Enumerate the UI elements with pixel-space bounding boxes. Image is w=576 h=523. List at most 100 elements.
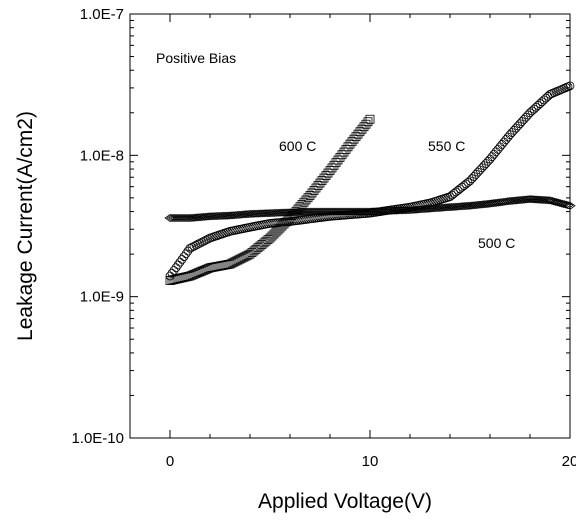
- marker-550c: [493, 144, 503, 154]
- marker-500c: [532, 195, 544, 204]
- marker-500c: [434, 203, 446, 212]
- marker-500c: [416, 205, 428, 214]
- marker-550c: [559, 84, 569, 93]
- marker-550c: [557, 84, 567, 94]
- y-tick-label: 1.0E-7: [80, 6, 124, 23]
- marker-500c: [198, 212, 210, 221]
- marker-500c: [426, 204, 438, 213]
- marker-500c: [470, 201, 482, 210]
- marker-500c: [408, 205, 420, 214]
- marker-500c: [240, 210, 252, 219]
- marker-550c: [181, 249, 191, 259]
- marker-550c: [563, 82, 573, 92]
- marker-550c: [489, 149, 499, 159]
- annotation-500c: 500 C: [478, 235, 515, 251]
- marker-500c: [528, 195, 540, 204]
- marker-550c: [561, 83, 571, 92]
- marker-500c: [192, 213, 204, 222]
- marker-550c: [173, 260, 183, 270]
- marker-500c: [420, 204, 432, 213]
- marker-500c: [564, 201, 576, 210]
- marker-500c: [442, 203, 454, 212]
- marker-500c: [424, 204, 436, 213]
- marker-550c: [201, 235, 211, 245]
- plot-frame: [129, 13, 571, 439]
- x-tick-label: 20: [562, 453, 576, 470]
- marker-500c: [216, 211, 228, 220]
- marker-500c: [412, 205, 424, 214]
- data-markers: [164, 81, 576, 285]
- marker-550c: [187, 242, 197, 252]
- marker-550c: [491, 147, 501, 157]
- marker-500c: [414, 205, 426, 214]
- marker-500c: [222, 211, 234, 220]
- marker-500c: [446, 203, 458, 211]
- y-tick-label: 1.0E-10: [71, 430, 124, 447]
- marker-500c: [554, 199, 566, 208]
- marker-500c: [238, 210, 250, 219]
- marker-500c: [228, 211, 240, 220]
- marker-500c: [558, 200, 570, 209]
- marker-550c: [555, 85, 565, 95]
- marker-500c: [552, 198, 564, 207]
- marker-550c: [545, 89, 555, 99]
- marker-500c: [186, 213, 198, 222]
- x-tick-label: 10: [362, 453, 379, 470]
- marker-550c: [499, 137, 509, 147]
- marker-500c: [180, 214, 192, 223]
- marker-550c: [565, 81, 575, 91]
- marker-550c: [501, 135, 511, 144]
- marker-500c: [452, 202, 464, 211]
- marker-500c: [534, 195, 546, 204]
- marker-500c: [404, 206, 416, 215]
- marker-500c: [224, 211, 236, 220]
- marker-500c: [226, 211, 238, 220]
- annotation-550c: 550 C: [428, 138, 465, 154]
- marker-500c: [436, 203, 448, 212]
- marker-500c: [514, 196, 526, 205]
- marker-500c: [460, 202, 472, 210]
- marker-500c: [456, 202, 468, 211]
- x-axis-title: Applied Voltage(V): [258, 490, 432, 513]
- marker-500c: [512, 196, 524, 205]
- marker-500c: [418, 205, 430, 214]
- marker-550c: [177, 254, 187, 264]
- marker-500c: [544, 196, 556, 205]
- marker-500c: [220, 211, 232, 220]
- marker-500c: [508, 196, 520, 205]
- marker-550c: [199, 236, 209, 246]
- axis-ticks: [130, 13, 571, 439]
- marker-500c: [182, 214, 194, 223]
- marker-550c: [195, 238, 205, 248]
- marker-500c: [516, 195, 528, 204]
- marker-500c: [510, 196, 522, 205]
- marker-500c: [556, 199, 568, 208]
- marker-500c: [428, 204, 440, 213]
- marker-500c: [506, 196, 518, 205]
- marker-500c: [536, 195, 548, 204]
- marker-500c: [406, 205, 418, 214]
- marker-500c: [430, 204, 442, 213]
- marker-550c: [495, 142, 505, 152]
- marker-550c: [549, 88, 559, 98]
- marker-500c: [200, 212, 212, 221]
- marker-500c: [190, 213, 202, 222]
- marker-500c: [188, 213, 200, 222]
- axis-tick-labels: 0 10 20 1.0E-10 1.0E-9 1.0E-8 1.0E-7: [71, 6, 576, 470]
- marker-500c: [526, 195, 538, 204]
- marker-500c: [236, 210, 248, 219]
- marker-500c: [440, 203, 452, 212]
- annotation-600c: 600 C: [279, 138, 316, 154]
- marker-550c: [553, 86, 563, 96]
- marker-500c: [450, 202, 462, 211]
- marker-500c: [464, 201, 476, 210]
- marker-500c: [472, 200, 484, 209]
- marker-550c: [191, 240, 201, 250]
- annotation-positive-bias: Positive Bias: [156, 50, 236, 66]
- marker-550c: [497, 140, 507, 149]
- marker-500c: [234, 210, 246, 219]
- marker-500c: [504, 197, 516, 206]
- marker-500c: [230, 211, 242, 220]
- marker-500c: [462, 201, 474, 210]
- marker-500c: [524, 195, 536, 204]
